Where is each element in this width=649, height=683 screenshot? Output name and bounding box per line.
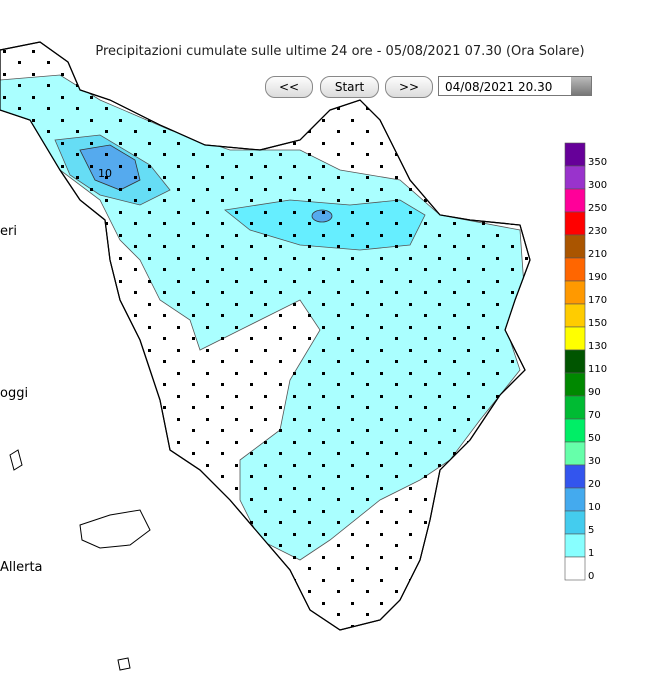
rain-area-5 bbox=[54, 134, 171, 206]
legend-label: 110 bbox=[588, 364, 607, 375]
prev-button[interactable]: << bbox=[265, 76, 313, 98]
legend-label: 170 bbox=[588, 295, 607, 306]
select-arrow[interactable] bbox=[571, 77, 591, 95]
legend-swatch bbox=[564, 303, 586, 328]
legend-swatch bbox=[564, 441, 586, 466]
next-button[interactable]: >> bbox=[385, 76, 433, 98]
legend-swatch bbox=[564, 418, 586, 443]
legend-swatch bbox=[564, 487, 586, 512]
legend-label: 350 bbox=[588, 157, 607, 168]
map-title: Precipitazioni cumulate sulle ultime 24 … bbox=[95, 44, 585, 59]
legend-label: 1 bbox=[588, 548, 594, 559]
legend-label: 150 bbox=[588, 318, 607, 329]
legend-label: 20 bbox=[588, 479, 601, 490]
legend-swatch bbox=[564, 556, 586, 581]
legend-label: 300 bbox=[588, 180, 607, 191]
legend-label: 30 bbox=[588, 456, 601, 467]
legend-label: 10 bbox=[588, 502, 601, 513]
legend-swatch bbox=[564, 211, 586, 236]
legend-swatch bbox=[564, 280, 586, 305]
legend-swatch bbox=[564, 257, 586, 282]
legend-label: 5 bbox=[588, 525, 594, 536]
island bbox=[117, 657, 131, 671]
legend-swatch bbox=[564, 142, 586, 167]
side-text: Allerta bbox=[0, 560, 43, 575]
side-text: oggi bbox=[0, 386, 29, 401]
legend-label: 70 bbox=[588, 410, 601, 421]
legend-label: 190 bbox=[588, 272, 607, 283]
legend-swatch bbox=[564, 188, 586, 213]
legend-swatch bbox=[564, 349, 586, 374]
date-select[interactable]: 04/08/2021 20.30 bbox=[438, 76, 592, 96]
rain-area-10 bbox=[79, 144, 141, 191]
rain-area-5b bbox=[224, 199, 426, 251]
legend-swatch bbox=[564, 326, 586, 351]
legend-label: 90 bbox=[588, 387, 601, 398]
legend-swatch bbox=[564, 533, 586, 558]
legend-swatch bbox=[564, 372, 586, 397]
rain-area-10b bbox=[311, 209, 333, 223]
legend-label: 250 bbox=[588, 203, 607, 214]
legend-swatch bbox=[564, 464, 586, 489]
start-button[interactable]: Start bbox=[320, 76, 379, 98]
legend-label: 0 bbox=[588, 571, 594, 582]
legend-swatch bbox=[564, 165, 586, 190]
date-value: 04/08/2021 20.30 bbox=[445, 80, 553, 94]
legend-label: 230 bbox=[588, 226, 607, 237]
legend-label: 130 bbox=[588, 341, 607, 352]
island bbox=[79, 509, 151, 549]
legend-label: 210 bbox=[588, 249, 607, 260]
contour-label: 10 bbox=[98, 167, 112, 180]
legend-swatch bbox=[564, 395, 586, 420]
rain-area-1 bbox=[0, 74, 526, 561]
island bbox=[9, 449, 23, 471]
legend-swatch bbox=[564, 510, 586, 535]
side-text: eri bbox=[0, 224, 17, 239]
legend-swatch bbox=[564, 234, 586, 259]
legend: 3503002502302101901701501301109070503020… bbox=[564, 142, 607, 582]
legend-label: 50 bbox=[588, 433, 601, 444]
